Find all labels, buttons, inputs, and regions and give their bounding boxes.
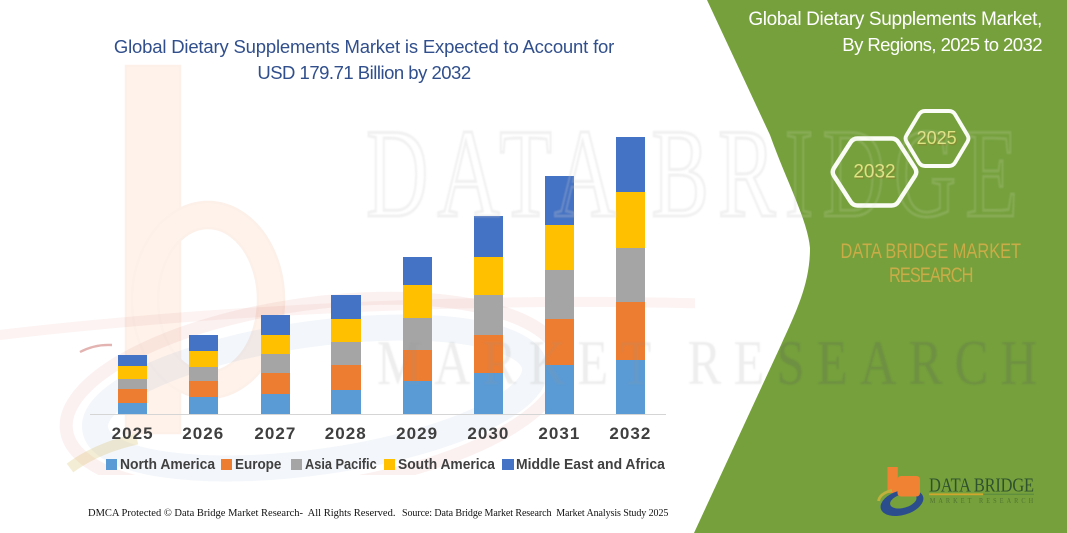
svg-text:MARKET RESEARCH: MARKET RESEARCH <box>930 498 1034 505</box>
svg-text:2032: 2032 <box>855 163 897 184</box>
svg-text:2025: 2025 <box>917 128 957 148</box>
svg-text:DATA BRIDGE: DATA BRIDGE <box>929 474 1034 496</box>
svg-text:2032: 2032 <box>853 162 895 183</box>
svg-text:2025: 2025 <box>918 129 958 149</box>
